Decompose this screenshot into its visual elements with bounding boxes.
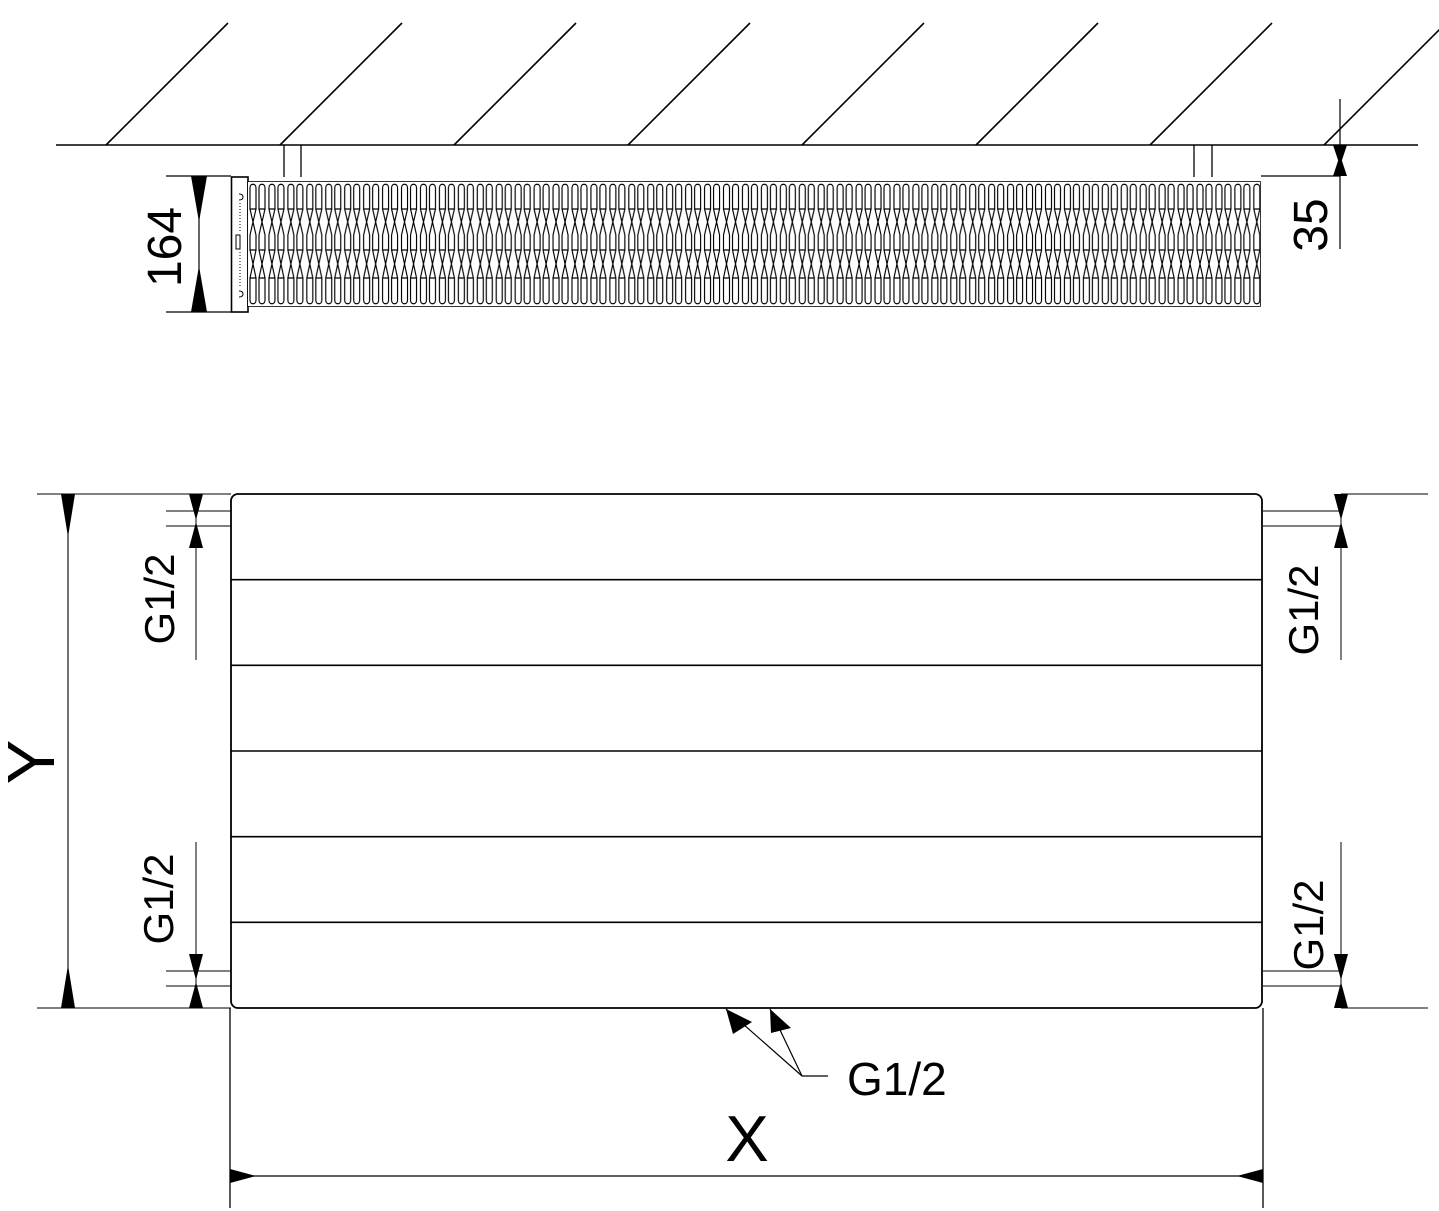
svg-text:G1/2: G1/2	[847, 1053, 947, 1105]
svg-text:35: 35	[1285, 198, 1338, 251]
svg-text:164: 164	[139, 207, 192, 287]
svg-text:X: X	[725, 1102, 768, 1175]
svg-text:G1/2: G1/2	[1285, 879, 1332, 970]
svg-text:G1/2: G1/2	[135, 853, 182, 944]
svg-text:G1/2: G1/2	[1280, 564, 1327, 655]
svg-text:Y: Y	[0, 740, 69, 785]
svg-text:G1/2: G1/2	[136, 553, 183, 644]
